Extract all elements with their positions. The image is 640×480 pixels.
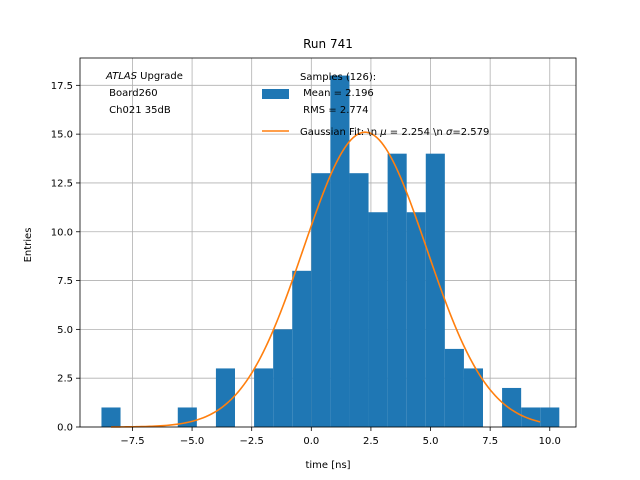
- legend-fit-prefix: Gaussian Fit: \n: [300, 127, 380, 138]
- y-tick-label: 12.5: [51, 178, 73, 189]
- legend: Samples (126): Mean = 2.196 RMS = 2.774 …: [262, 72, 489, 138]
- x-axis-label: time [ns]: [305, 460, 350, 471]
- detector-annotation: ATLAS Upgrade Board260 Ch021 35dB: [105, 71, 183, 116]
- histogram-bar: [349, 173, 369, 427]
- histogram-bars: [101, 75, 560, 428]
- histogram-bar: [387, 153, 407, 427]
- legend-hist-line-3: RMS = 2.774: [300, 105, 368, 116]
- x-tick-label: 2.5: [363, 436, 379, 447]
- x-tick-label: −7.5: [120, 436, 144, 447]
- histogram-bar: [406, 212, 426, 427]
- legend-hist-line-1: Samples (126):: [300, 72, 376, 83]
- histogram-bar: [101, 407, 121, 427]
- histogram-bar: [463, 368, 483, 427]
- histogram-bar: [444, 348, 464, 427]
- experiment-suffix: Upgrade: [137, 71, 183, 82]
- chart-title: Run 741: [303, 37, 353, 51]
- legend-hist-line-2: Mean = 2.196: [300, 88, 374, 99]
- annotation-line-1: ATLAS Upgrade: [105, 71, 183, 82]
- x-tick-label: 7.5: [482, 436, 498, 447]
- y-axis-label: Entries: [23, 228, 34, 263]
- histogram-bar: [425, 153, 445, 427]
- y-tick-label: 17.5: [51, 81, 73, 92]
- legend-fit-mid: = 2.254 \n: [387, 127, 446, 138]
- histogram-bar: [521, 407, 541, 427]
- legend-fit-suffix: =2.579: [452, 127, 489, 138]
- legend-hist-swatch: [262, 89, 289, 99]
- y-tick-label: 15.0: [51, 130, 73, 141]
- annotation-line-2: Board260: [106, 88, 158, 99]
- y-tick-label: 0.0: [57, 423, 73, 434]
- x-tick-label: 10.0: [539, 436, 561, 447]
- legend-fit-mu: μ: [379, 127, 386, 138]
- y-tick-label: 5.0: [57, 325, 73, 336]
- histogram-bar: [292, 270, 312, 427]
- x-axis-ticks: −7.5 −5.0 −2.5 0.0 2.5 5.0 7.5 10.0: [120, 427, 561, 447]
- plot-frame: [79, 57, 577, 428]
- y-tick-label: 2.5: [57, 374, 73, 385]
- histogram-bar: [368, 212, 388, 427]
- histogram-bar: [311, 173, 331, 427]
- histogram-bar: [502, 387, 522, 427]
- y-axis-ticks: 0.0 2.5 5.0 7.5 10.0 12.5 15.0 17.5: [51, 81, 80, 434]
- x-tick-label: −5.0: [180, 436, 204, 447]
- x-tick-label: 5.0: [423, 436, 439, 447]
- experiment-name: ATLAS: [105, 71, 138, 82]
- histogram-bar: [215, 368, 235, 427]
- gaussian-fit-curve: [110, 131, 541, 428]
- legend-fit-sigma: σ: [446, 127, 453, 138]
- gaussian-fit: [110, 131, 541, 428]
- histogram-bar: [254, 368, 274, 427]
- y-tick-label: 10.0: [51, 227, 73, 238]
- x-tick-label: 0.0: [303, 436, 319, 447]
- y-tick-label: 7.5: [57, 276, 73, 287]
- histogram-bar: [273, 329, 293, 427]
- legend-fit-label: Gaussian Fit: \n μ = 2.254 \n σ=2.579: [300, 127, 489, 138]
- x-tick-label: −2.5: [240, 436, 264, 447]
- annotation-line-3: Ch021 35dB: [106, 105, 171, 116]
- histogram-bar: [540, 407, 560, 427]
